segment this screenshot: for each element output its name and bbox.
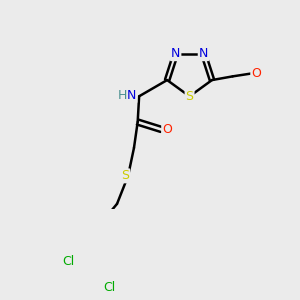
Text: Cl: Cl xyxy=(103,280,116,294)
Text: S: S xyxy=(186,90,194,103)
Text: S: S xyxy=(121,169,129,182)
Text: O: O xyxy=(162,123,172,136)
Text: H: H xyxy=(118,89,127,102)
Text: O: O xyxy=(251,67,261,80)
Text: N: N xyxy=(127,89,136,102)
Text: N: N xyxy=(199,47,208,60)
Text: N: N xyxy=(171,47,180,60)
Text: Cl: Cl xyxy=(62,255,75,268)
